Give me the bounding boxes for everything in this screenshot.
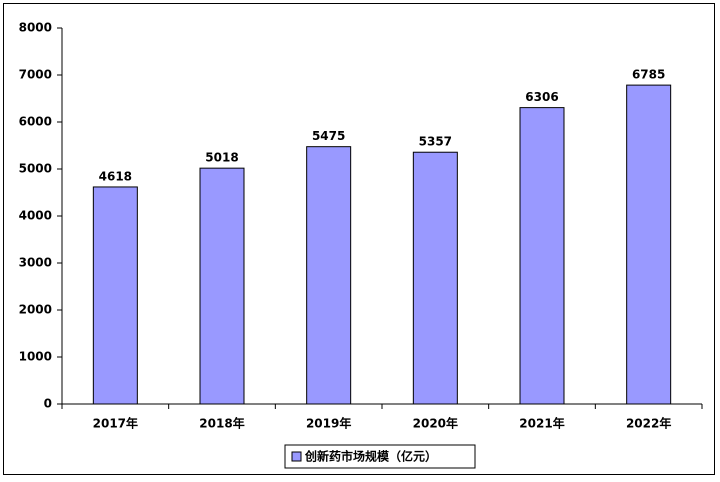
x-tick-label: 2021年 <box>519 416 564 431</box>
bar <box>306 146 352 405</box>
data-label: 5018 <box>205 151 238 165</box>
x-tick-label: 2018年 <box>199 416 244 431</box>
y-tick-label: 5000 <box>19 162 52 176</box>
bar <box>412 151 458 405</box>
x-tick-label: 2019年 <box>306 416 351 431</box>
y-tick-label: 2000 <box>19 303 52 317</box>
y-tick-label: 7000 <box>19 68 52 82</box>
y-tick-label: 3000 <box>19 256 52 270</box>
legend-label: 创新药市场规模（亿元） <box>304 449 437 464</box>
bar <box>626 84 672 405</box>
x-tick-label: 2017年 <box>93 416 138 431</box>
data-label: 6306 <box>525 90 558 104</box>
legend-box <box>284 444 476 469</box>
data-label: 6785 <box>632 68 665 82</box>
y-tick-label: 8000 <box>19 21 52 35</box>
bar <box>519 107 565 405</box>
bar <box>199 167 245 405</box>
x-tick-label: 2022年 <box>626 416 671 431</box>
legend-swatch <box>291 451 302 462</box>
x-tick-label: 2020年 <box>413 416 458 431</box>
data-label: 5357 <box>419 135 452 149</box>
data-label: 5475 <box>312 129 345 143</box>
y-tick-label: 1000 <box>19 350 52 364</box>
y-tick-label: 0 <box>44 397 52 411</box>
data-label: 4618 <box>99 169 132 183</box>
bar <box>92 186 138 405</box>
y-tick-label: 6000 <box>19 115 52 129</box>
y-tick-label: 4000 <box>19 209 52 223</box>
